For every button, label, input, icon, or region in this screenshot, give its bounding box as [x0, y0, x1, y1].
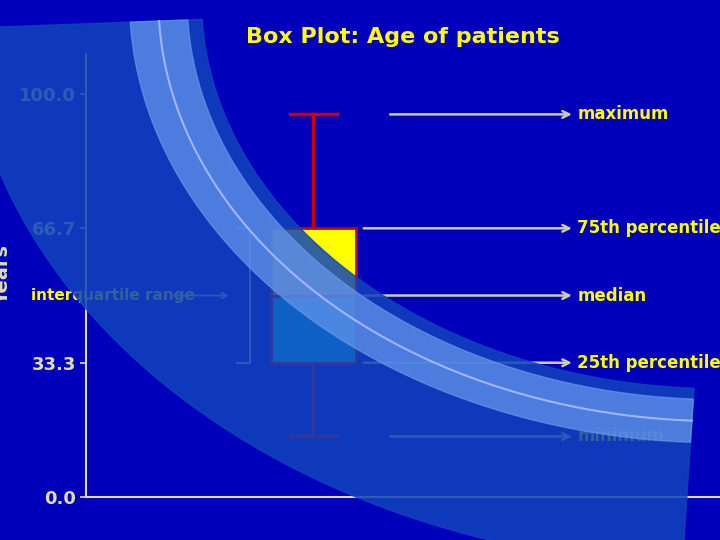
- Text: 25th percentile: 25th percentile: [364, 354, 720, 372]
- Text: median: median: [364, 287, 647, 305]
- Polygon shape: [130, 20, 693, 442]
- Text: maximum: maximum: [390, 105, 669, 123]
- Text: 75th percentile: 75th percentile: [364, 219, 720, 237]
- Bar: [271, 295, 356, 363]
- Y-axis label: Years: Years: [0, 245, 12, 306]
- Text: interquartile range: interquartile range: [31, 288, 194, 303]
- Bar: [271, 228, 356, 295]
- Text: minimum: minimum: [390, 428, 665, 445]
- Title: Box Plot: Age of patients: Box Plot: Age of patients: [246, 27, 560, 47]
- Polygon shape: [0, 19, 694, 540]
